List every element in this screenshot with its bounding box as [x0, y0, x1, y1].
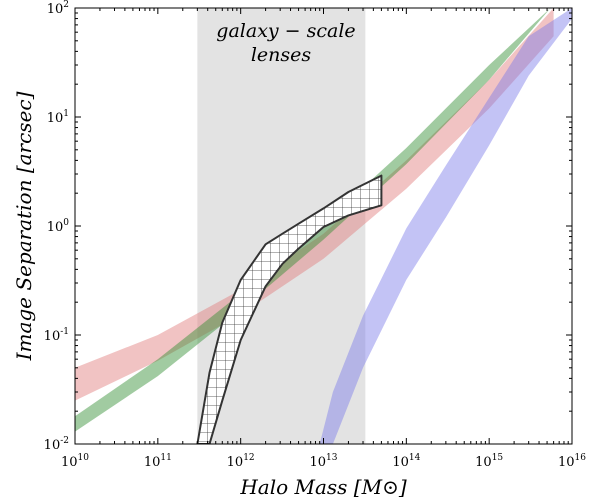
x-tick-label-6: 1016 — [558, 453, 586, 470]
x-tick-label-1: 1011 — [144, 453, 172, 470]
y-axis-title: Image Separation [arcsec] — [12, 91, 36, 361]
y-tick-label-0: 10-2 — [44, 436, 69, 453]
y-tick-label-3: 101 — [47, 109, 69, 126]
plot-area — [75, 8, 572, 444]
series-1-band — [75, 8, 554, 401]
annotation-line-1: galaxy − scale — [216, 20, 355, 42]
y-tick-label-1: 10-1 — [44, 327, 69, 344]
y-tick-label-4: 102 — [47, 0, 69, 17]
series-3-band — [319, 8, 572, 444]
x-tick-label-2: 1012 — [227, 453, 255, 470]
annotation: galaxy − scale lenses — [216, 20, 355, 66]
series-4-band — [196, 174, 383, 444]
x-axis-title: Halo Mass [M⊙] — [239, 475, 406, 499]
series-2-band — [75, 8, 551, 432]
annotation-line-2: lenses — [251, 44, 312, 66]
x-tick-label-5: 1015 — [475, 453, 503, 470]
y-tick-label-2: 100 — [47, 218, 70, 235]
x-tick-label-4: 1014 — [392, 453, 420, 470]
x-tick-label-3: 1013 — [310, 453, 338, 470]
axis-ticks: 1010 1011 1012 1013 1014 1015 1016 10-2 10-1 100 1… — [44, 0, 587, 470]
x-tick-label-0: 1010 — [61, 453, 89, 470]
